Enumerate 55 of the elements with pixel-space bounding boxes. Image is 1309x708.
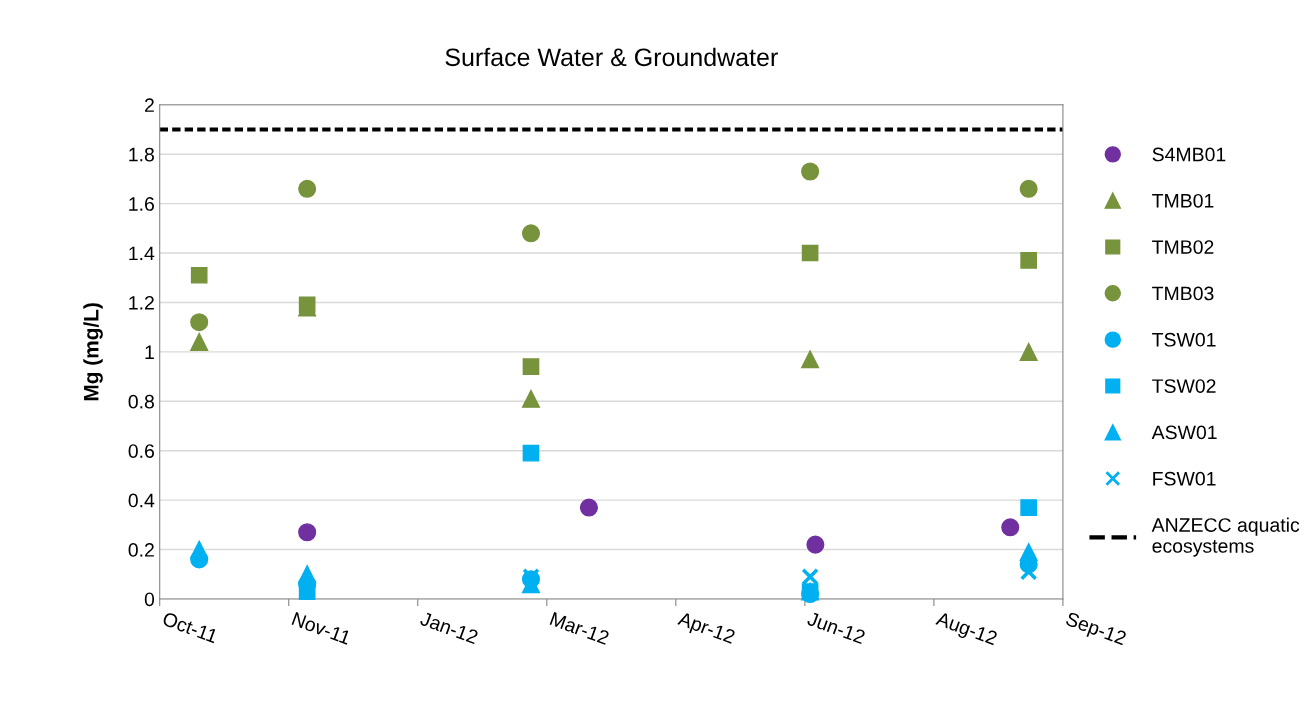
chart-title: Surface Water & Groundwater <box>445 47 778 67</box>
x-tick-label: Jun-12 <box>806 611 866 645</box>
point <box>1020 499 1038 516</box>
legend-label: ANZECC aquatic ecosystems <box>1151 517 1300 557</box>
point <box>298 179 317 198</box>
point <box>522 358 540 376</box>
y-tick-label: 0.2 <box>128 543 154 557</box>
point <box>1001 518 1020 537</box>
point <box>801 568 819 586</box>
point <box>521 224 541 243</box>
point <box>1019 342 1038 361</box>
x-tick-label: Mar-12 <box>549 611 610 645</box>
y-tick-label: 0 <box>144 592 155 607</box>
point <box>801 244 819 262</box>
point <box>190 313 209 332</box>
point <box>298 583 316 600</box>
legend-label: TMB03 <box>1152 286 1214 301</box>
point <box>806 535 825 554</box>
y-tick-label: 1 <box>145 345 154 359</box>
point <box>522 444 540 462</box>
legend-label: TMB02 <box>1152 240 1214 254</box>
point <box>190 332 209 352</box>
y-tick-label: 0.4 <box>128 493 155 508</box>
legend-label: TSW02 <box>1152 379 1216 393</box>
y-tick-label: 0.8 <box>128 394 154 409</box>
point <box>190 266 208 284</box>
point <box>190 540 209 559</box>
y-axis-title: Mg (mg/L) <box>83 303 103 401</box>
y-tick-label: 1.2 <box>129 295 154 310</box>
point <box>801 350 820 369</box>
point <box>1020 252 1038 269</box>
point <box>579 498 598 517</box>
point <box>521 389 541 408</box>
x-tick-label: Sep-12 <box>1063 611 1127 649</box>
y-tick-label: 1.4 <box>129 246 155 261</box>
legend-label: TMB01 <box>1152 193 1214 208</box>
y-tick-label: 1.6 <box>129 197 154 211</box>
point <box>801 583 819 600</box>
point <box>1019 179 1038 198</box>
point <box>298 565 317 584</box>
x-tick-label: Oct-11 <box>161 611 219 644</box>
point <box>1019 542 1038 562</box>
y-tick-label: 2 <box>145 98 154 112</box>
legend-label: S4MB01 <box>1152 147 1226 162</box>
x-tick-label: Nov-11 <box>291 611 352 645</box>
legend-label: ASW01 <box>1151 425 1217 440</box>
y-tick-label: 1.8 <box>129 147 154 162</box>
x-tick-label: Aug-12 <box>933 611 998 649</box>
point <box>801 162 820 181</box>
x-tick-label: Apr-12 <box>675 611 736 648</box>
y-tick-label: 0.6 <box>128 444 154 458</box>
legend-label: FSW01 <box>1153 471 1216 486</box>
point <box>298 523 317 542</box>
x-tick-label: Jan-12 <box>419 611 479 645</box>
legend-label: TSW01 <box>1152 332 1216 347</box>
